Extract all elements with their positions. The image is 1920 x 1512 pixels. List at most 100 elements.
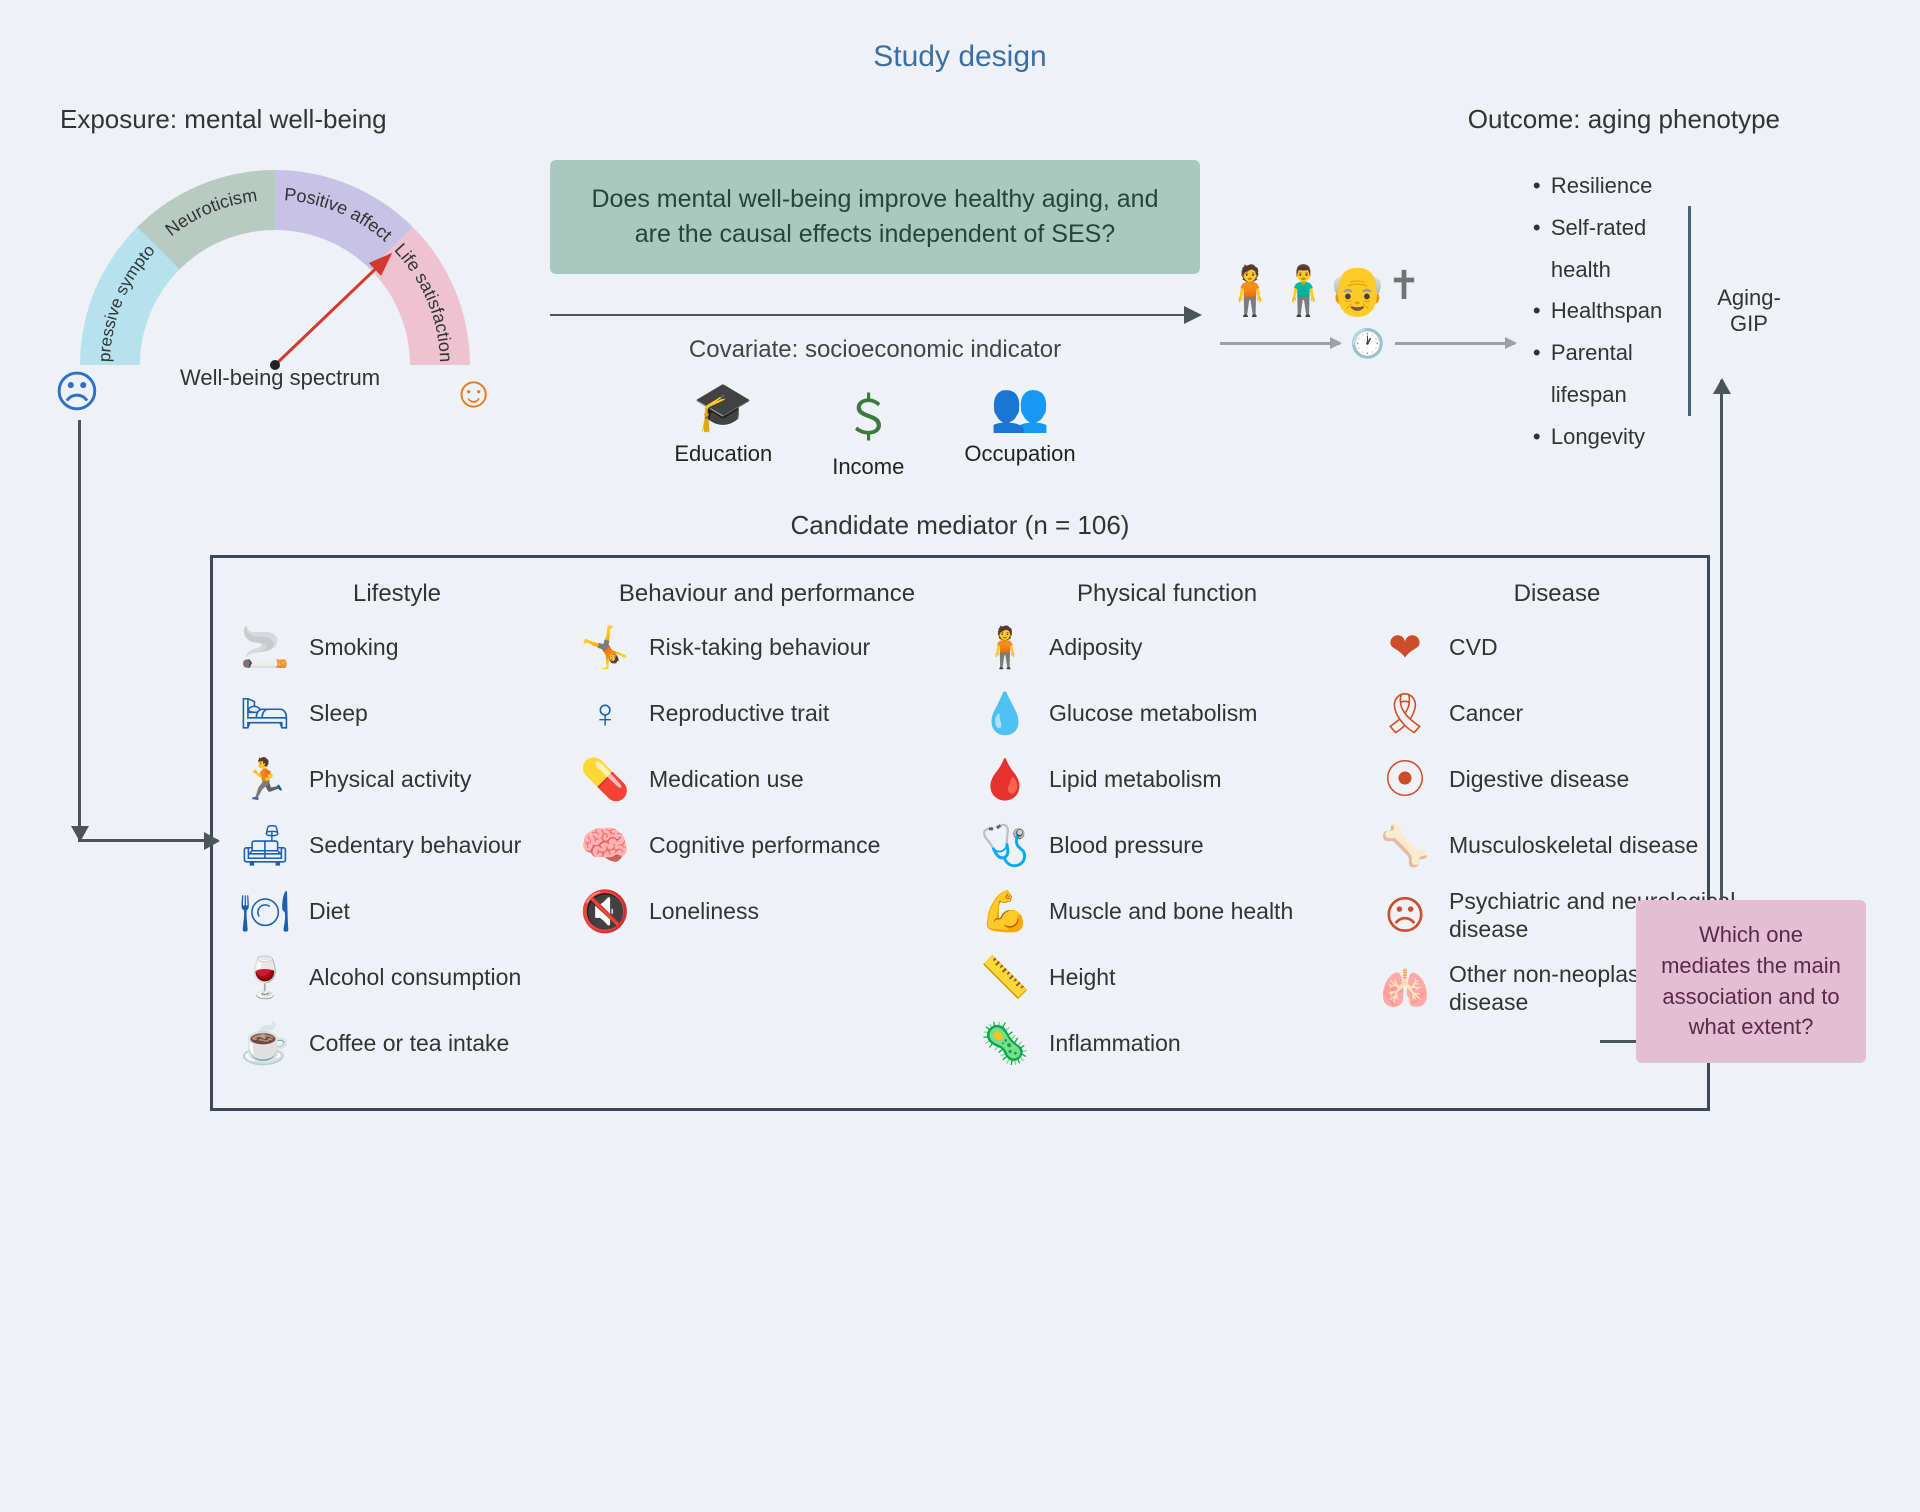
mediator-label: Muscle and bone health [1049, 898, 1293, 926]
aging-gip-label: Aging-GIP [1717, 285, 1781, 337]
gauge-svg: Depressive symptoms Neuroticism Positive… [60, 155, 490, 385]
people-icon-row: 🧍🧍‍♂️👴✝ [1220, 262, 1515, 319]
covariate-education: 🎓 Education [674, 378, 772, 480]
mediator-item: 📏 Height [977, 954, 1357, 1002]
exposure-label: Exposure: mental well-being [60, 104, 530, 135]
bracket-icon [1688, 206, 1691, 416]
outcome-item: Resilience [1533, 165, 1662, 207]
mediator-label: Medication use [649, 766, 804, 794]
education-icon: 🎓 [674, 378, 772, 435]
mediator-icon: 🦴 [1377, 822, 1433, 870]
mediator-label: Digestive disease [1449, 766, 1629, 794]
lifetime-arrow: 🕐 [1220, 327, 1515, 360]
mediator-item: 🚬 Smoking [237, 624, 557, 672]
happy-face-icon: ☺ [451, 371, 496, 415]
occupation-icon: 👥 [964, 378, 1075, 435]
gauge-needle [275, 255, 390, 365]
mediator-label: Physical activity [309, 766, 471, 794]
outcome-item: Healthspan [1533, 290, 1662, 332]
mediator-item: ⦿ Digestive disease [1377, 756, 1737, 804]
mediator-label: Lipid metabolism [1049, 766, 1222, 794]
mediator-icon: 🛏 [237, 690, 293, 738]
mediator-label: Cancer [1449, 700, 1523, 728]
mediator-item: 🍽 Diet [237, 888, 557, 936]
mediator-item: 🛏 Sleep [237, 690, 557, 738]
outcome-label: Outcome: aging phenotype [1220, 104, 1780, 135]
sad-face-icon: ☹ [54, 371, 100, 415]
mediator-label: Loneliness [649, 898, 759, 926]
mediator-icon: 🩺 [977, 822, 1033, 870]
mediator-icon: 🔇 [577, 888, 633, 936]
mediator-item: ❤ CVD [1377, 624, 1737, 672]
outcome-item: Longevity [1533, 416, 1662, 458]
mediator-icon: 🤸 [577, 624, 633, 672]
covariate-label: Occupation [964, 441, 1075, 466]
spectrum-label: Well-being spectrum [180, 365, 380, 391]
mediator-item: 🔇 Loneliness [577, 888, 957, 936]
mediator-label: Blood pressure [1049, 832, 1204, 860]
mediator-label: Risk-taking behaviour [649, 634, 870, 662]
mediator-label: Sleep [309, 700, 368, 728]
clock-icon: 🕐 [1350, 327, 1385, 360]
column-header: Physical function [977, 580, 1357, 608]
mediator-column: Lifestyle 🚬 Smoking 🛏 Sleep 🏃Physical activit… [237, 580, 557, 1086]
mediator-icon: 🍷 [237, 954, 293, 1002]
mediator-label: CVD [1449, 634, 1498, 662]
mediator-item: 🦠Inflammation [977, 1020, 1357, 1068]
mediator-label: Coffee or tea intake [309, 1030, 509, 1058]
mediator-icon: 🍽 [237, 888, 293, 936]
outcome-item: Self-rated health [1533, 207, 1662, 291]
mediator-column: Physical function 🧍Adiposity 💧 Glucose meta… [977, 580, 1357, 1086]
mediator-label: Inflammation [1049, 1030, 1181, 1058]
main-arrow [550, 314, 1200, 316]
mediation-question-box: Which one mediates the main association … [1636, 900, 1866, 1063]
outcome-item: Parental lifespan [1533, 332, 1662, 416]
mediator-icon: ♀ [577, 690, 633, 738]
mediator-icon: 🎗 [1377, 690, 1433, 738]
mediator-label: Adiposity [1049, 634, 1142, 662]
mediator-box: Lifestyle 🚬 Smoking 🛏 Sleep 🏃Physical activit… [210, 555, 1710, 1111]
gauge: Depressive symptoms Neuroticism Positive… [60, 155, 490, 415]
mediator-item: 🧍Adiposity [977, 624, 1357, 672]
mediator-item: 🤸 Risk-taking behaviour [577, 624, 957, 672]
top-row: Exposure: mental well-being Depressive s… [60, 104, 1860, 480]
cross-icon: ✝ [1387, 264, 1415, 308]
mediator-item: 🍷 Alcohol consumption [237, 954, 557, 1002]
mediator-label: Alcohol consumption [309, 964, 521, 992]
mediator-icon: ⦿ [1377, 756, 1433, 804]
mediator-item: 🛋 Sedentary behaviour [237, 822, 557, 870]
outcome-list: Resilience Self-rated health Healthspan … [1533, 165, 1662, 458]
mediator-icon: 🚬 [237, 624, 293, 672]
mediator-icon: 💧 [977, 690, 1033, 738]
mediator-icon: ☕ [237, 1020, 293, 1068]
mediator-icon: 📏 [977, 954, 1033, 1002]
covariate-occupation: 👥 Occupation [964, 378, 1075, 480]
mediator-label: Cognitive performance [649, 832, 880, 860]
mediator-icon: 🧠 [577, 822, 633, 870]
mediator-label: Sedentary behaviour [309, 832, 521, 860]
covariate-title: Covariate: socioeconomic indicator [550, 336, 1200, 364]
covariate-label: Income [832, 454, 904, 479]
mediator-icon: ❤ [1377, 624, 1433, 672]
mediator-label: Height [1049, 964, 1115, 992]
research-question-box: Does mental well-being improve healthy a… [550, 160, 1200, 274]
outcome-block: Outcome: aging phenotype 🧍🧍‍♂️👴✝ 🕐 Resil… [1220, 104, 1780, 458]
mediator-icon: 🛋 [237, 822, 293, 870]
mediator-label: Diet [309, 898, 350, 926]
middle-block: Does mental well-being improve healthy a… [550, 104, 1200, 480]
mediator-label: Reproductive trait [649, 700, 829, 728]
mediator-icon: 🫁 [1377, 965, 1433, 1013]
mediator-item: 🩸 Lipid metabolism [977, 756, 1357, 804]
mediator-item: 💧 Glucose metabolism [977, 690, 1357, 738]
mediator-icon: 🩸 [977, 756, 1033, 804]
mediator-item: 🏃Physical activity [237, 756, 557, 804]
mediator-label: Glucose metabolism [1049, 700, 1257, 728]
mediator-item: 🦴Musculoskeletal disease [1377, 822, 1737, 870]
income-icon: ＄ [832, 378, 904, 448]
column-header: Lifestyle [237, 580, 557, 608]
mediator-item: 💊Medication use [577, 756, 957, 804]
mediator-label: Smoking [309, 634, 398, 662]
column-header: Disease [1377, 580, 1737, 608]
mediator-item: ♀ Reproductive trait [577, 690, 957, 738]
mediator-item: 💪Muscle and bone health [977, 888, 1357, 936]
